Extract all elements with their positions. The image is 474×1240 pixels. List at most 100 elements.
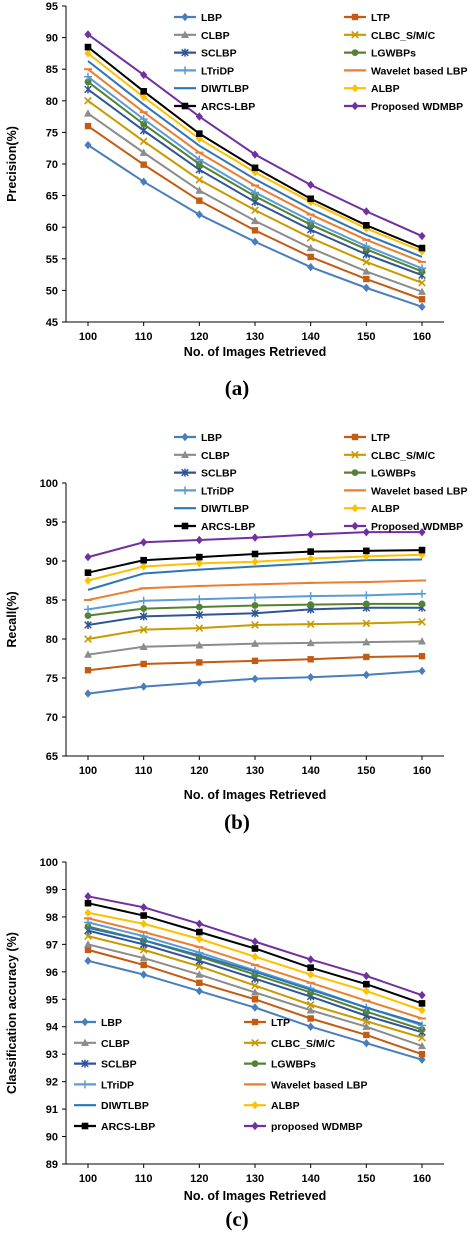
x-tick-label: 150 (357, 1173, 375, 1185)
legend-marker (351, 469, 359, 476)
data-point-arcs-lbp (363, 980, 370, 988)
series-clbc-s-m-c (84, 617, 426, 643)
data-point-proposed-wdmbp (362, 971, 370, 981)
legend-marker (351, 521, 359, 531)
legend-label: DIWTLBP (201, 83, 249, 95)
legend-label: CLBC_S/M/C (271, 1038, 336, 1050)
legend-entry-lgwbps: LGWBPs (244, 1059, 316, 1071)
y-tick-label: 75 (46, 127, 58, 139)
series-clbp (84, 109, 426, 295)
y-tick-label: 96 (46, 967, 58, 979)
series-ltp (84, 122, 426, 303)
legend-label: CLBP (201, 450, 230, 462)
y-tick-label: 50 (46, 285, 58, 297)
data-point-clbp (306, 243, 315, 252)
data-point-lgwbps (418, 600, 426, 608)
series-diwtlbp (87, 60, 423, 258)
data-point-albp (251, 557, 259, 566)
data-point-clbp (306, 1006, 315, 1014)
data-point-proposed-wdmbp (362, 527, 370, 537)
series-arcs-lbp (84, 899, 426, 1007)
legend-entry-ltridp: LTriDP (74, 1079, 134, 1091)
legend-label: Wavelet based LBP (371, 485, 467, 497)
legend-entry-sclbp: SCLBP (74, 1059, 137, 1071)
legend-marker (81, 1038, 89, 1046)
legend-marker (351, 13, 359, 21)
y-tick-label: 95 (46, 1, 58, 13)
data-point-lbp (251, 1003, 259, 1012)
data-point-ltp (363, 275, 370, 283)
legend-entry-ltp: LTP (344, 12, 390, 24)
data-point-clbc-s-m-c (306, 1000, 315, 1009)
data-point-arcs-lbp (418, 244, 426, 252)
legend-entry-clbc-s-m-c: CLBC_S/M/C (344, 450, 436, 462)
legend-entry-albp: ALBP (244, 1100, 300, 1112)
series-ltridp (84, 72, 426, 273)
legend: LBP LTP CLBP CLBC_S/M/C SCLBP LGWBPs LTriDP Wav… (174, 432, 467, 533)
data-point-lbp (362, 670, 370, 680)
x-tick-label: 120 (190, 1173, 208, 1185)
data-point-clbc-s-m-c (251, 621, 259, 629)
series-sclbp (84, 85, 426, 280)
data-point-lbp (251, 674, 259, 683)
data-point-proposed-wdmbp (84, 552, 92, 562)
data-point-lbp (195, 986, 203, 996)
data-point-proposed-wdmbp (251, 150, 259, 159)
series-wavelet-based-lbp (84, 917, 426, 1020)
legend-entry-lbp: LBP (174, 12, 222, 24)
data-point-clbc-s-m-c (195, 175, 204, 184)
legend-marker (251, 1038, 259, 1047)
data-point-lbp (195, 678, 203, 687)
data-point-arcs-lbp (140, 556, 147, 564)
data-point-ltridp (251, 593, 259, 602)
data-point-arcs-lbp (251, 550, 259, 558)
data-point-clbp (251, 988, 259, 996)
x-tick-label: 120 (190, 331, 208, 343)
y-tick-label: 95 (46, 517, 58, 529)
legend-label: ARCS-LBP (101, 1121, 155, 1133)
data-point-clbp (362, 1022, 371, 1030)
data-point-arcs-lbp (307, 548, 314, 555)
legend-entry-clbc-s-m-c: CLBC_S/M/C (244, 1038, 336, 1050)
legend-marker (351, 504, 359, 513)
data-point-lbp (307, 1022, 315, 1031)
data-point-lbp (84, 689, 92, 698)
data-point-lgwbps (362, 600, 370, 608)
data-point-lgwbps (84, 78, 92, 86)
legend-label: LBP (101, 1017, 122, 1029)
legend: LBP LTP CLBP CLBC_S/M/C SCLBP LGWBPs LTriDP Wav… (74, 1017, 367, 1133)
series-albp (84, 908, 426, 1015)
x-tick-label: 120 (190, 765, 208, 777)
data-point-lgwbps (140, 120, 148, 128)
data-point-ltridp (418, 589, 426, 598)
data-point-albp (84, 576, 92, 585)
data-point-ltridp (362, 242, 371, 251)
data-point-sclbp (139, 126, 148, 135)
data-point-clbc-s-m-c (251, 206, 259, 215)
legend-label: proposed WDMBP (271, 1121, 363, 1133)
legend-label: CLBP (101, 1038, 130, 1050)
legend-entry-albp: ALBP (344, 83, 400, 95)
data-point-clbp (84, 650, 92, 658)
series-proposed-wdmbp (84, 527, 426, 562)
data-point-ltp (84, 667, 92, 674)
panel-label: (a) (225, 376, 250, 400)
x-tick-label: 130 (246, 1173, 264, 1185)
legend-marker (181, 12, 189, 22)
data-point-ltridp (251, 188, 259, 197)
chart-classification-accuracy: 89 90 91 92 93 94 95 96 97 98 99 100 100 110 120 130 140… (5, 857, 444, 1231)
data-point-proposed-wdmbp (418, 231, 426, 241)
x-tick-label: 150 (357, 331, 375, 343)
x-tick-label: 100 (79, 331, 97, 343)
x-tick-label: 150 (357, 765, 375, 777)
data-point-proposed-wdmbp (307, 180, 315, 190)
legend-entry-sclbp: SCLBP (174, 468, 237, 480)
data-point-clbc-s-m-c (139, 945, 148, 954)
x-tick-label: 130 (246, 331, 264, 343)
legend-entry-arcs-lbp: ARCS-LBP (174, 101, 255, 113)
data-point-lbp (251, 237, 259, 246)
data-point-ltridp (84, 72, 92, 81)
legend-label: LGWBPs (271, 1059, 316, 1071)
data-point-lbp (362, 283, 370, 293)
data-point-clbp (195, 186, 204, 194)
